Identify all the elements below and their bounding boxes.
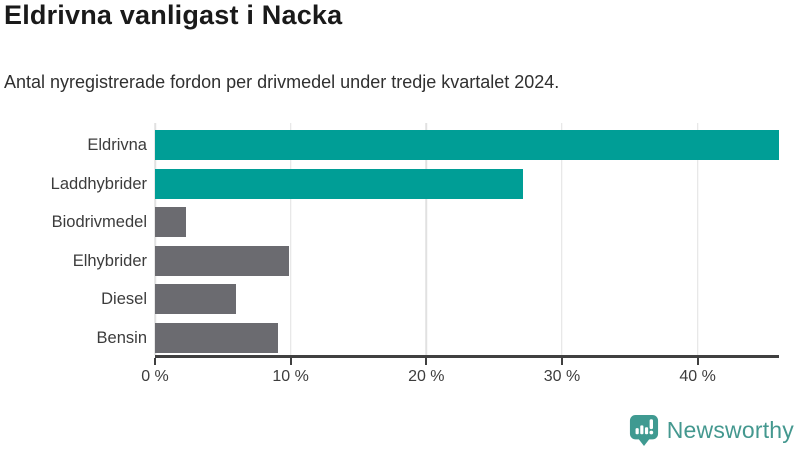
category-label: Biodrivmedel: [51, 213, 147, 232]
gridline: [289, 123, 292, 355]
axis-tick-mark: [289, 358, 292, 365]
gridline: [425, 123, 428, 355]
bar-row: Elhybrider: [73, 245, 779, 276]
bar-rows: Eldrivna Laddhybrider Biodrivmedel Elhybrid…: [51, 130, 779, 353]
category-label: Elhybrider: [72, 251, 147, 270]
axis-tick-label: 0 %: [141, 368, 169, 385]
newsworthy-bubble-chart-icon: [629, 414, 659, 447]
category-label: Diesel: [101, 290, 147, 309]
x-axis-ticks: 0 % 10 % 20 % 30 % 40 %: [141, 358, 779, 392]
bar-row: Bensin: [97, 322, 779, 353]
axis-tick-label: 30 %: [543, 368, 581, 385]
gridline: [154, 123, 156, 355]
category-label: Eldrivna: [87, 136, 147, 154]
bar: [155, 322, 279, 353]
axis-tick-label: 10 %: [272, 368, 309, 385]
bar-row: Eldrivna: [87, 130, 779, 160]
bar: [155, 130, 779, 160]
newsworthy-logo: Newsworthy: [629, 414, 794, 447]
axis-tick-label: 40 %: [679, 368, 716, 385]
bar: [155, 168, 523, 199]
newsworthy-logo-text: Newsworthy: [666, 417, 794, 443]
bar: [155, 284, 237, 315]
category-label: Bensin: [96, 328, 147, 347]
bar: [155, 245, 290, 276]
axis-tick-mark: [154, 358, 156, 365]
bar-chart-plot-area: Eldrivna Laddhybrider Biodrivmedel Elhybrid…: [51, 123, 779, 358]
chart-subtitle: Antal nyregistrerade fordon per drivmede…: [4, 72, 560, 92]
bar-row: Laddhybrider: [51, 168, 779, 199]
gridline: [561, 123, 563, 355]
axis-tick-label: 20 %: [408, 368, 445, 385]
axis-tick-mark: [560, 358, 563, 365]
axis-tick-mark: [696, 358, 699, 365]
category-label: Laddhybrider: [50, 174, 147, 193]
bar-row: Diesel: [101, 284, 779, 315]
bar: [155, 207, 187, 238]
gridline: [696, 123, 699, 355]
axis-tick-mark: [425, 358, 428, 365]
chart-title: Eldrivna vanligast i Nacka: [4, 0, 343, 30]
bar-row: Biodrivmedel: [52, 207, 779, 238]
